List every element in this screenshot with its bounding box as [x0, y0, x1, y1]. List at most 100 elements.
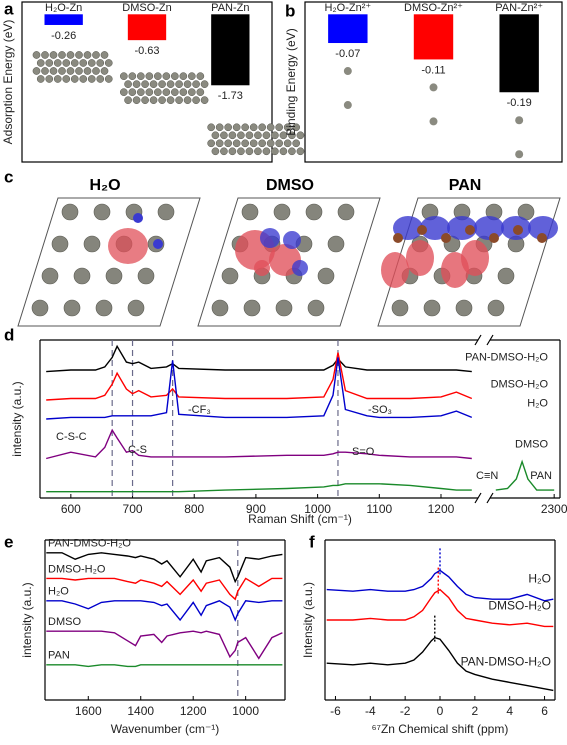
- zn-atom: [105, 267, 123, 285]
- zn-atom: [87, 75, 96, 83]
- value-label: -0.26: [51, 30, 76, 42]
- zn-atom: [119, 88, 128, 97]
- charge-blob: [406, 240, 434, 276]
- zn-atom: [283, 139, 292, 148]
- zn-atom: [100, 67, 109, 75]
- zn-atom: [232, 123, 241, 132]
- x-tick-label: 1100: [366, 502, 392, 516]
- spectrum: [46, 577, 283, 601]
- value-label: -0.63: [134, 45, 159, 57]
- zn-ion: [429, 117, 438, 126]
- zn-atom: [149, 80, 158, 89]
- zn-atom: [41, 51, 49, 59]
- zn-atom: [128, 72, 137, 81]
- zn-atom: [96, 59, 105, 67]
- series-label: DMSO-H₂O: [488, 599, 551, 613]
- zn-atom: [141, 80, 149, 89]
- zn-atom: [153, 88, 162, 97]
- x-axis-label: Wavenumber (cm⁻¹): [111, 722, 220, 736]
- annotation: -SO₃: [368, 404, 392, 416]
- axis-break: [486, 334, 494, 346]
- zn-atom: [273, 203, 291, 221]
- zn-atom: [41, 67, 49, 75]
- zn-atom: [166, 96, 175, 105]
- zn-atom: [262, 147, 271, 156]
- bar: [499, 14, 539, 93]
- zn-atom: [254, 147, 262, 156]
- zn-atom: [175, 80, 183, 89]
- plot-frame: [304, 1, 563, 163]
- zn-atom: [266, 139, 275, 148]
- zn-atom: [232, 139, 241, 148]
- zn-atom: [75, 51, 83, 59]
- x-axis-label: Raman Shift (cm⁻¹): [248, 512, 352, 526]
- zn-atom: [158, 80, 166, 89]
- spectrum: [46, 344, 472, 373]
- zn-atom: [262, 131, 271, 140]
- zn-atom: [66, 67, 75, 75]
- zn-ion: [343, 101, 352, 110]
- zn-atom: [391, 299, 409, 317]
- y-axis-label: Binding Energy (eV): [284, 28, 298, 135]
- zn-atom: [211, 299, 229, 317]
- zn-atom: [288, 131, 296, 140]
- zn-atom: [70, 75, 79, 83]
- spectrum: [495, 459, 555, 491]
- zn-atom: [141, 96, 149, 105]
- x-tick-label: 1600: [75, 704, 102, 718]
- value-label: -0.11: [421, 64, 445, 76]
- zn-atom: [241, 139, 250, 148]
- zn-atom: [228, 147, 237, 156]
- zn-atom: [62, 59, 71, 67]
- series-label: H₂O: [528, 571, 551, 585]
- annotation: C-S: [128, 444, 147, 456]
- bar: [127, 14, 167, 41]
- panel-title: H₂O: [89, 177, 120, 194]
- panel-label: a: [4, 0, 14, 18]
- zn-atom: [104, 75, 113, 83]
- x-tick-label: 700: [123, 502, 143, 516]
- zn-atom: [104, 59, 113, 67]
- zn-atom: [45, 59, 54, 67]
- zn-atom: [124, 96, 132, 105]
- value-label: -0.07: [335, 48, 360, 60]
- series-label: DMSO-H₂O: [491, 378, 549, 390]
- y-axis-label: intensity (a.u.): [10, 381, 24, 456]
- spectrum: [46, 630, 283, 660]
- zn-atom: [145, 72, 154, 81]
- charge-blob: [260, 228, 280, 248]
- axis-break: [474, 492, 482, 504]
- category-label: DMSO-Zn²⁺: [404, 2, 463, 14]
- x-tick-label: 2: [472, 704, 479, 718]
- zn-atom: [175, 96, 183, 105]
- zn-atom: [58, 67, 66, 75]
- category-label: PAN-Zn²⁺: [495, 2, 543, 14]
- zn-atom: [32, 67, 41, 75]
- zn-atom: [83, 51, 92, 59]
- series-label: PAN: [48, 650, 70, 662]
- zn-atom: [83, 67, 92, 75]
- annotation: C-S-C: [56, 431, 87, 443]
- zn-atom: [283, 123, 292, 132]
- carbon-atom: [441, 233, 451, 243]
- charge-blob: [133, 213, 143, 223]
- zn-atom: [254, 131, 262, 140]
- value-label: -1.73: [218, 90, 243, 102]
- charge-blob: [292, 260, 308, 276]
- x-axis-label: ⁶⁷Zn Chemical shift (ppm): [372, 722, 509, 736]
- zn-ion: [515, 150, 524, 159]
- zn-atom: [237, 131, 245, 140]
- zn-atom: [83, 235, 101, 253]
- series-label: H₂O: [527, 397, 548, 409]
- zn-atom: [237, 147, 245, 156]
- zn-atom: [183, 80, 192, 89]
- bar: [211, 14, 250, 86]
- annotation: S=O: [352, 446, 375, 458]
- zn-atom: [179, 72, 188, 81]
- carbon-atom: [465, 225, 475, 235]
- panel-label: e: [4, 532, 13, 551]
- zn-atom: [73, 267, 91, 285]
- category-label: DMSO-Zn: [122, 2, 172, 14]
- category-label: H₂O-Zn²⁺: [324, 2, 371, 14]
- series-label: PAN-DMSO-H₂O: [465, 352, 548, 364]
